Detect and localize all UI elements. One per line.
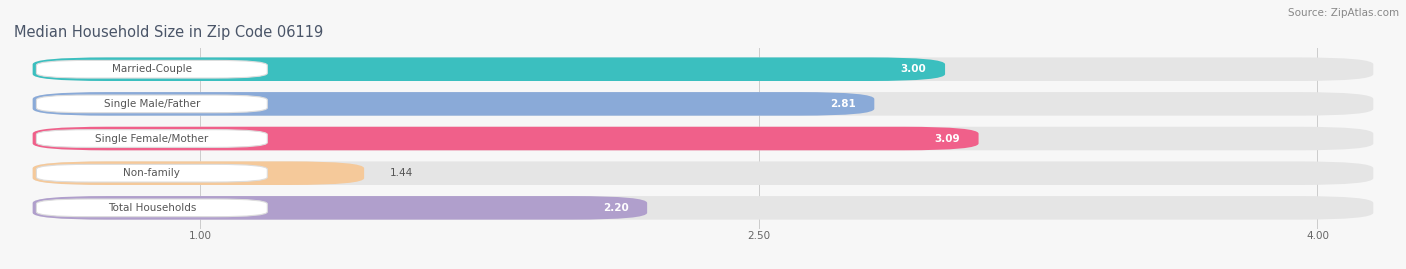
FancyBboxPatch shape xyxy=(32,161,1374,185)
Text: 3.09: 3.09 xyxy=(935,133,960,144)
FancyBboxPatch shape xyxy=(32,58,1374,81)
FancyBboxPatch shape xyxy=(32,196,647,220)
FancyBboxPatch shape xyxy=(37,130,267,147)
FancyBboxPatch shape xyxy=(37,60,267,78)
Text: Married-Couple: Married-Couple xyxy=(112,64,191,74)
FancyBboxPatch shape xyxy=(37,199,267,217)
Text: 1.44: 1.44 xyxy=(391,168,413,178)
Text: Median Household Size in Zip Code 06119: Median Household Size in Zip Code 06119 xyxy=(14,25,323,40)
Text: Single Male/Father: Single Male/Father xyxy=(104,99,200,109)
FancyBboxPatch shape xyxy=(32,92,1374,116)
Text: Source: ZipAtlas.com: Source: ZipAtlas.com xyxy=(1288,8,1399,18)
FancyBboxPatch shape xyxy=(32,161,364,185)
FancyBboxPatch shape xyxy=(32,127,979,150)
FancyBboxPatch shape xyxy=(32,127,1374,150)
FancyBboxPatch shape xyxy=(37,164,267,182)
FancyBboxPatch shape xyxy=(32,196,1374,220)
Text: Single Female/Mother: Single Female/Mother xyxy=(96,133,208,144)
Text: 2.20: 2.20 xyxy=(603,203,628,213)
FancyBboxPatch shape xyxy=(32,92,875,116)
FancyBboxPatch shape xyxy=(32,58,945,81)
Text: Non-family: Non-family xyxy=(124,168,180,178)
Text: 3.00: 3.00 xyxy=(901,64,927,74)
Text: 2.81: 2.81 xyxy=(830,99,856,109)
Text: Total Households: Total Households xyxy=(108,203,195,213)
FancyBboxPatch shape xyxy=(37,95,267,113)
